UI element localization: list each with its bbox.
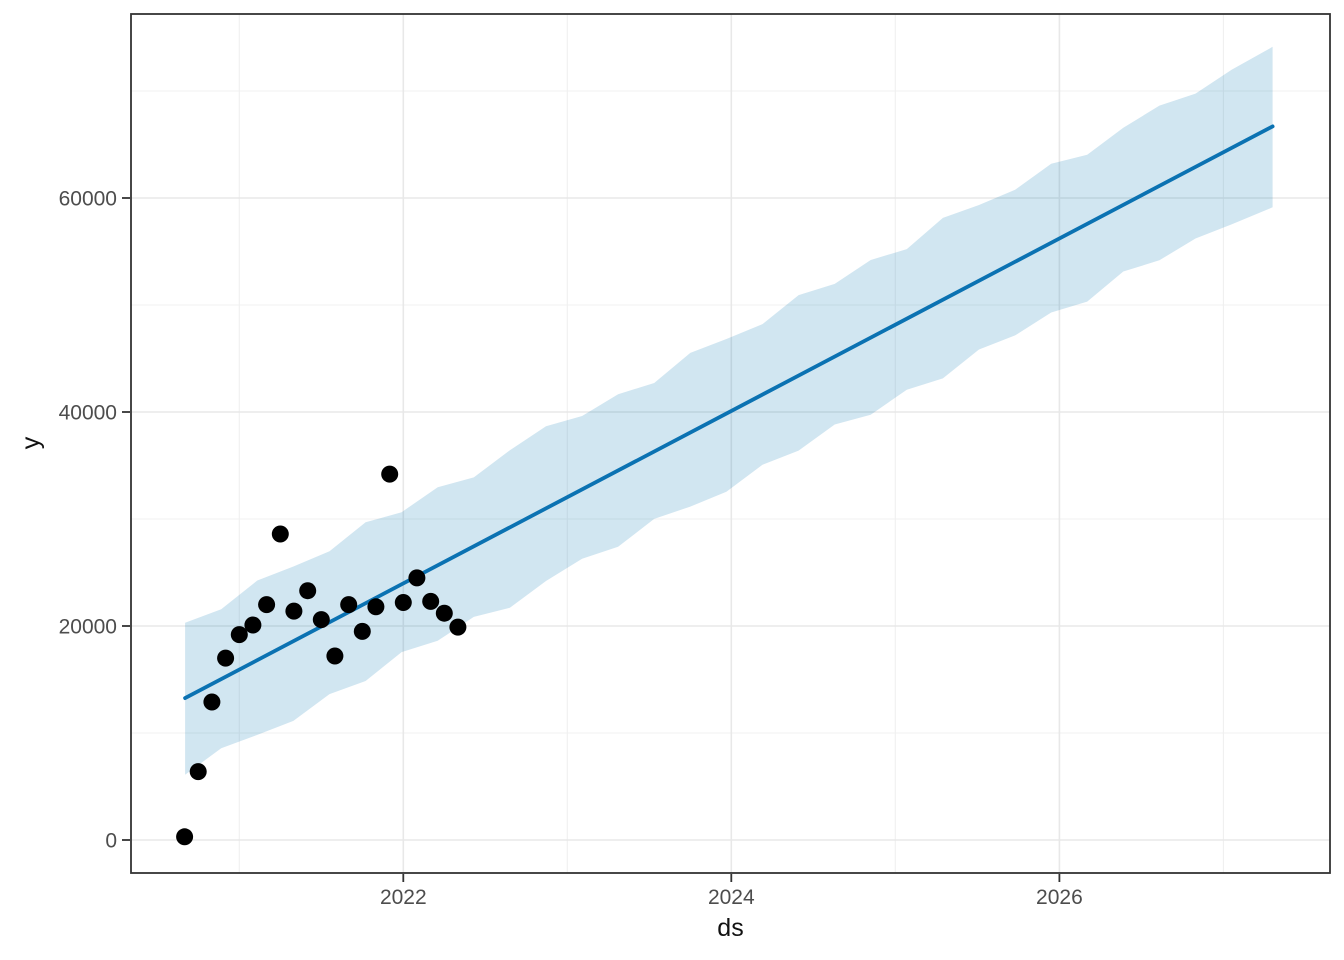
data-point bbox=[367, 598, 385, 616]
data-point bbox=[312, 611, 330, 629]
data-point bbox=[230, 626, 248, 644]
y-tick-label: 20000 bbox=[59, 615, 117, 638]
y-axis-title: y bbox=[17, 436, 45, 449]
y-tick-label: 60000 bbox=[59, 187, 117, 210]
x-axis-title: ds bbox=[717, 914, 743, 942]
data-point bbox=[299, 582, 317, 600]
data-point bbox=[203, 693, 221, 711]
data-point bbox=[422, 592, 440, 610]
trend-line bbox=[183, 124, 1275, 700]
x-tick-label: 2024 bbox=[708, 886, 755, 909]
data-point bbox=[381, 465, 399, 483]
data-point bbox=[244, 616, 262, 634]
y-tick-label: 40000 bbox=[59, 401, 117, 424]
data-point bbox=[435, 604, 453, 622]
data-point bbox=[217, 649, 235, 667]
data-point bbox=[340, 596, 358, 614]
x-tick-label: 2022 bbox=[380, 886, 427, 909]
data-point bbox=[285, 602, 303, 620]
data-point bbox=[408, 569, 426, 587]
chart-layers: 2022 2024 2026 0 20000 40000 60000 bbox=[59, 13, 1331, 909]
data-point bbox=[271, 525, 289, 543]
data-point bbox=[449, 618, 467, 636]
data-point bbox=[258, 596, 276, 614]
data-point bbox=[394, 594, 412, 611]
panel-border bbox=[130, 13, 1331, 874]
y-tick-label: 0 bbox=[105, 829, 117, 852]
data-point bbox=[326, 647, 344, 665]
data-point bbox=[353, 622, 371, 640]
data-point bbox=[189, 763, 207, 781]
x-tick-label: 2026 bbox=[1036, 886, 1083, 909]
data-point bbox=[176, 828, 194, 846]
